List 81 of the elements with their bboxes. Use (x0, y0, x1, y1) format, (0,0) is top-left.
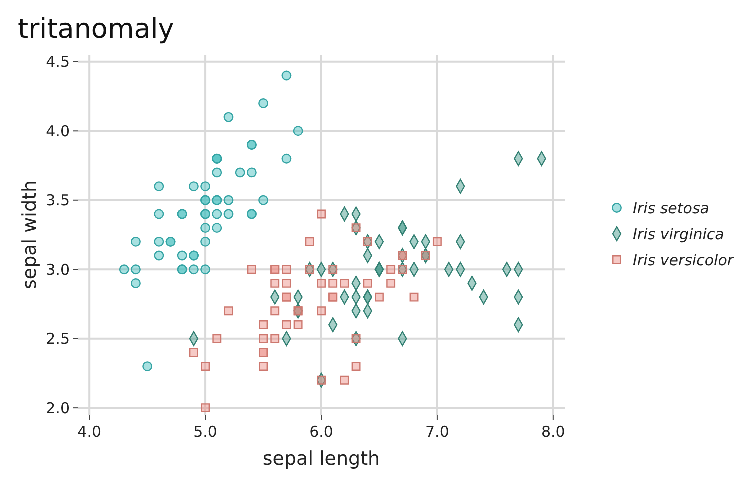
point (119, 264, 130, 275)
point (142, 362, 153, 372)
point (154, 182, 164, 192)
x-axis-title: sepal length (262, 448, 380, 470)
point (270, 306, 280, 316)
point (282, 154, 292, 164)
point (200, 264, 211, 275)
point (294, 320, 303, 330)
y-tick-label: 4.5 (46, 53, 70, 72)
point (363, 278, 372, 288)
point (410, 292, 419, 302)
y-axis-title: sepal width (19, 180, 41, 290)
point (131, 278, 141, 288)
point (212, 168, 222, 178)
point (154, 250, 164, 261)
y-tick-label: 4.0 (46, 122, 70, 140)
point (224, 112, 234, 122)
point (317, 278, 326, 288)
point (131, 236, 141, 247)
point (340, 376, 350, 385)
point (282, 70, 292, 81)
point (154, 209, 164, 220)
point (258, 98, 268, 108)
point (246, 168, 257, 178)
point (177, 250, 188, 261)
point (259, 320, 268, 330)
point (224, 306, 234, 316)
point (386, 278, 396, 288)
point (235, 168, 246, 178)
point (282, 278, 292, 288)
point (305, 237, 314, 246)
x-tick-label: 5.0 (194, 423, 218, 441)
point (432, 237, 442, 246)
point (363, 237, 372, 246)
point (259, 334, 268, 344)
point (212, 223, 222, 234)
point (293, 126, 304, 136)
point (386, 265, 396, 274)
point (340, 278, 350, 288)
y-tick-label: 3.0 (46, 260, 70, 279)
point (201, 404, 210, 413)
point (201, 362, 210, 372)
point (189, 348, 198, 358)
point (212, 334, 222, 344)
point (212, 209, 222, 220)
point (200, 236, 211, 247)
point (224, 195, 234, 206)
legend-label: Iris setosa (633, 199, 710, 218)
legend-label: Iris virginica (633, 225, 724, 244)
point (188, 264, 199, 275)
legend-label: Iris versicolor (633, 251, 734, 270)
point (328, 278, 338, 288)
point (154, 236, 164, 247)
y-tick-label: 2.0 (46, 399, 70, 418)
point (200, 182, 211, 192)
chart-title: tritanomaly (18, 14, 174, 45)
point (317, 306, 326, 316)
point (282, 320, 292, 330)
point (247, 265, 256, 274)
point (188, 182, 199, 192)
y-tick-label: 3.5 (46, 192, 70, 210)
x-tick-label: 7.0 (426, 423, 450, 441)
point (270, 334, 280, 344)
point (352, 224, 361, 233)
point (352, 334, 361, 344)
point (317, 210, 326, 219)
point (131, 264, 141, 275)
x-tick-label: 4.0 (78, 423, 102, 441)
point (224, 209, 234, 220)
point (259, 362, 268, 372)
y-tick-label: 2.5 (46, 330, 70, 348)
point (258, 195, 268, 206)
x-tick-label: 6.0 (310, 423, 334, 441)
point (421, 251, 430, 260)
point (200, 223, 211, 234)
point (375, 292, 384, 302)
point (282, 265, 292, 274)
point (270, 278, 280, 288)
point (398, 265, 408, 274)
point (352, 362, 361, 372)
x-tick-label: 8.0 (541, 423, 566, 441)
